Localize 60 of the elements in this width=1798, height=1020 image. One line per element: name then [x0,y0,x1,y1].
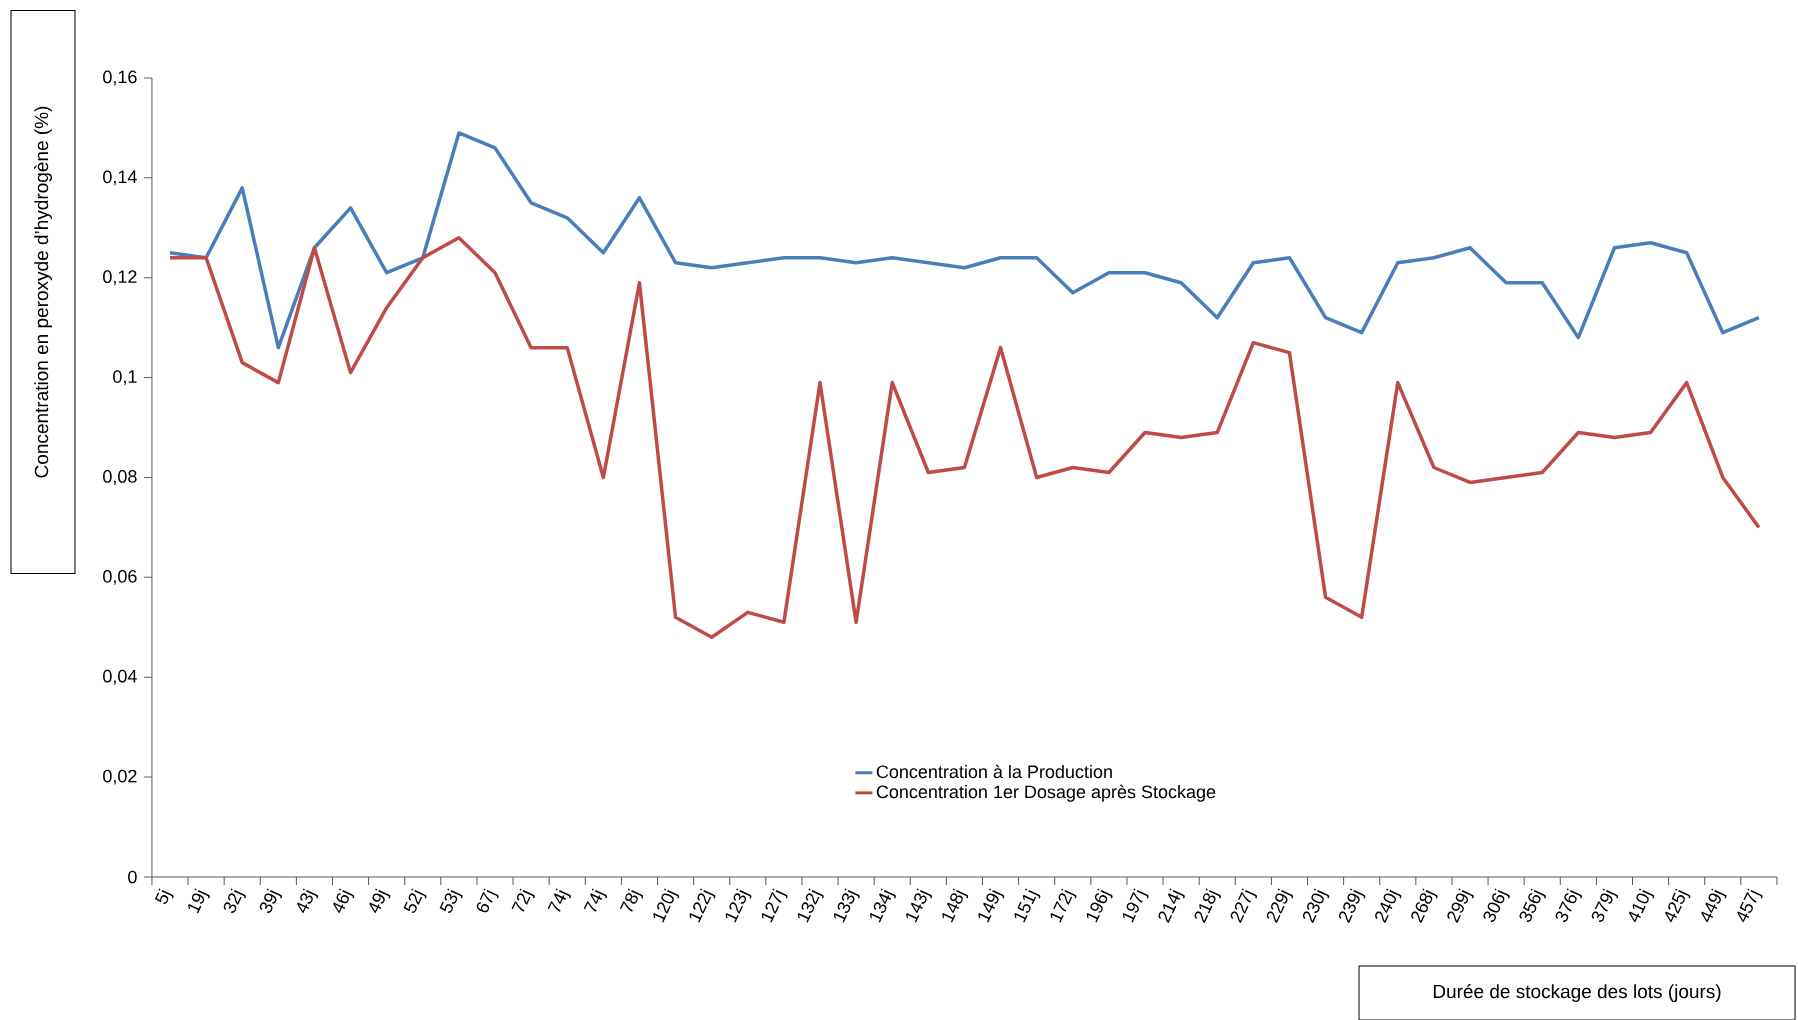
x-tick-label: 74j [583,888,608,912]
x-tick-label: 32j [223,888,246,913]
x-tick-label: 122j [689,888,716,923]
y-tick-label: 0,12 [103,270,137,286]
line-series [168,236,1761,640]
x-tick-label: 148j [942,888,969,923]
x-tick-label: 425j [1665,888,1691,923]
x-tick-label: 227j [1230,888,1258,923]
x-tick-label: 19j [188,888,210,914]
x-tick-label: 214j [1158,888,1185,923]
x-tick-label: 5j [154,888,174,904]
x-tick-label: 356j [1519,888,1546,922]
x-tick-label: 196j [1086,888,1113,923]
x-tick-label: 218j [1194,888,1221,923]
x-tick-label: 49j [369,888,391,914]
x-tick-label: 123j [725,888,752,923]
line-series [168,131,1761,350]
y-tick-label: 0,04 [103,669,137,685]
x-tick-label: 67j [476,888,499,913]
legend-label: Concentration à la Production [876,764,1112,779]
x-tick-label: 379j [1591,888,1619,922]
x-tick-label: 143j [906,888,933,923]
legend-label: Concentration 1er Dosage après Stockage [876,784,1216,802]
y-tick-label: 0,16 [103,70,137,86]
x-tick-label: 78j [619,888,644,912]
x-tick-label: 149j [978,888,1005,923]
y-tick-label: 0,08 [103,470,137,485]
x-tick-label: 120j [653,888,680,923]
x-tick-label: 240j [1375,888,1402,923]
y-tick-label: 0 [128,870,137,884]
x-tick-label: 46j [333,888,355,914]
x-tick-label: 72j [511,888,535,912]
x-tick-label: 132j [797,888,824,923]
x-tick-label: 449j [1701,888,1727,923]
y-tick-label: 0,14 [103,170,137,186]
x-tick-label: 52j [403,888,427,913]
y-tick-label: 0,06 [103,569,137,585]
x-tick-label: 239j [1339,888,1366,923]
x-tick-label: 299j [1447,888,1474,923]
x-tick-label: 457j [1737,888,1763,923]
x-tick-label: 197j [1122,888,1149,923]
x-tick-label: 74j [547,888,571,912]
x-tick-label: 53j [439,888,463,913]
y-tick-label: 0,1 [113,370,137,386]
x-tick-label: 229j [1266,888,1294,923]
x-tick-label: 172j [1050,888,1077,923]
x-axis-title: Durée de stockage des lots (jours) [1433,984,1721,1002]
x-tick-label: 134j [870,888,896,923]
x-tick-label: 151j [1014,888,1041,923]
x-tick-label: 410j [1628,888,1655,923]
y-tick-label: 0,02 [103,769,137,785]
x-tick-label: 268j [1411,888,1438,923]
x-tick-label: 39j [259,888,283,913]
y-axis-title: Concentration en peroxyde d’hydrogène (%) [34,106,52,478]
x-tick-label: 133j [833,888,860,923]
x-tick-label: 43j [297,888,319,914]
x-tick-label: 230j [1302,888,1330,923]
x-tick-label: 306j [1483,888,1510,922]
x-tick-label: 376j [1555,888,1583,922]
x-tick-label: 127j [761,888,788,923]
